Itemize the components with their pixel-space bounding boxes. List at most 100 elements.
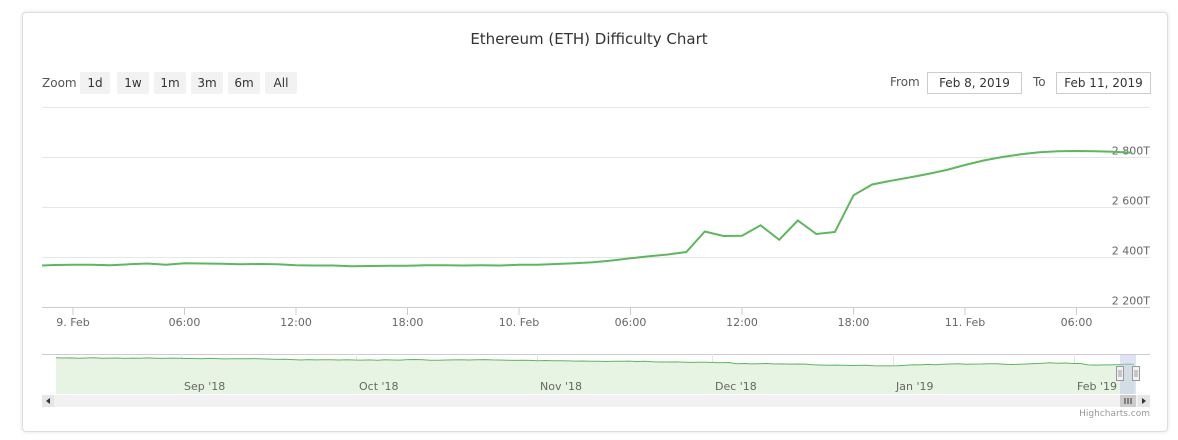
- zoom-1m-button[interactable]: 1m: [154, 72, 186, 94]
- zoom-1d-button[interactable]: 1d: [80, 72, 110, 94]
- series-point: [777, 238, 781, 242]
- series-point: [740, 234, 744, 238]
- series-point: [331, 264, 335, 268]
- series-point: [907, 176, 911, 180]
- scrollbar-track[interactable]: [42, 395, 1150, 407]
- series-point: [554, 262, 558, 266]
- x-tick-label: 10. Feb: [499, 316, 539, 329]
- series-point: [90, 263, 94, 267]
- series-point: [201, 262, 205, 266]
- series-point: [721, 234, 725, 238]
- series-point: [480, 263, 484, 267]
- navigator-series-line: [55, 357, 1135, 367]
- series-point: [127, 262, 131, 266]
- series-point: [164, 263, 168, 267]
- series-point: [1130, 151, 1134, 155]
- x-tick-label: 18:00: [838, 316, 870, 329]
- series-point: [833, 230, 837, 234]
- x-tick-label: 06:00: [169, 316, 201, 329]
- series-point: [963, 163, 967, 167]
- arrow-right-icon: [1142, 398, 1146, 404]
- from-date-input[interactable]: Feb 8, 2019: [927, 72, 1022, 94]
- series-point: [926, 172, 930, 176]
- series-point: [944, 168, 948, 172]
- series-point: [350, 264, 354, 268]
- series-point: [536, 263, 540, 267]
- navigator-tick-label: Jan '19: [895, 380, 933, 393]
- series-point: [406, 264, 410, 268]
- navigator-selected-range[interactable]: [1120, 354, 1136, 394]
- series-point: [257, 262, 261, 266]
- series-point: [387, 264, 391, 268]
- series-point: [294, 263, 298, 267]
- navigator-tick-label: Dec '18: [715, 380, 757, 393]
- difficulty-series-line: [41, 149, 1133, 268]
- series-point: [220, 262, 224, 266]
- navigator-x-axis: Sep '18 Oct '18 Nov '18 Dec '18 Jan '19 Feb '…: [184, 380, 1117, 393]
- grid: [42, 107, 1150, 308]
- zoom-all-button[interactable]: All: [265, 72, 297, 94]
- scrollbar[interactable]: [42, 395, 1150, 407]
- x-tick-label: 12:00: [280, 316, 312, 329]
- y-tick-label: 2 800T: [1112, 145, 1150, 158]
- series-point: [573, 261, 577, 265]
- navigator[interactable]: Sep '18 Oct '18 Nov '18 Dec '18 Jan '19 Feb '…: [42, 354, 1150, 394]
- x-tick-label: 18:00: [392, 316, 424, 329]
- series-point: [424, 263, 428, 267]
- x-tick-label: 06:00: [615, 316, 647, 329]
- series-point: [1037, 150, 1041, 154]
- series-point: [1112, 150, 1116, 154]
- series-point: [71, 263, 75, 267]
- series-point: [703, 230, 707, 234]
- series-point: [870, 183, 874, 187]
- to-label: To: [1033, 75, 1046, 89]
- series-point: [443, 263, 447, 267]
- y-tick-label: 2 600T: [1112, 195, 1150, 208]
- navigator-tick-label: Feb '19: [1077, 380, 1117, 393]
- series-point: [889, 179, 893, 183]
- series-point: [796, 219, 800, 223]
- series-point: [40, 264, 44, 268]
- series-point: [517, 263, 521, 267]
- series-point: [591, 260, 595, 264]
- arrow-left-icon: [46, 398, 50, 404]
- x-tick-label: 9. Feb: [56, 316, 89, 329]
- series-point: [1075, 149, 1079, 153]
- series-point: [982, 159, 986, 163]
- series-point: [1019, 152, 1023, 156]
- navigator-tick-label: Oct '18: [359, 380, 399, 393]
- to-date-input[interactable]: Feb 11, 2019: [1056, 72, 1151, 94]
- series-point: [183, 261, 187, 265]
- navigator-tick-label: Nov '18: [540, 380, 582, 393]
- navigator-series-area: [56, 357, 1134, 394]
- series-point: [1056, 149, 1060, 153]
- x-tick-label: 06:00: [1061, 316, 1093, 329]
- series-point: [145, 262, 149, 266]
- series-point: [498, 264, 502, 268]
- navigator-left-handle[interactable]: [1116, 366, 1124, 381]
- series-point: [852, 193, 856, 197]
- y-tick-label: 2 200T: [1112, 295, 1150, 308]
- navigator-right-handle[interactable]: [1132, 366, 1140, 381]
- series-point: [684, 250, 688, 254]
- series-point: [275, 262, 279, 266]
- series-point: [1093, 149, 1097, 153]
- navigator-tick-label: Sep '18: [184, 380, 225, 393]
- series-point: [461, 264, 465, 268]
- series-point: [108, 263, 112, 267]
- y-tick-label: 2 400T: [1112, 245, 1150, 258]
- highcharts-credit[interactable]: Highcharts.com: [1079, 409, 1150, 419]
- x-axis: 9. Feb 06:00 12:00 18:00 10. Feb 06:00 12:00 18…: [42, 307, 1150, 329]
- series-point: [759, 223, 763, 227]
- chart-title: Ethereum (ETH) Difficulty Chart: [470, 30, 708, 48]
- series-point: [666, 253, 670, 257]
- series-point: [629, 256, 633, 260]
- series-points: [40, 149, 1134, 268]
- zoom-1w-button[interactable]: 1w: [117, 72, 149, 94]
- zoom-3m-button[interactable]: 3m: [191, 72, 223, 94]
- series-point: [238, 262, 242, 266]
- y-axis: 2 200T 2 400T 2 600T 2 800T: [1112, 145, 1150, 308]
- series-point: [647, 254, 651, 258]
- zoom-6m-button[interactable]: 6m: [228, 72, 260, 94]
